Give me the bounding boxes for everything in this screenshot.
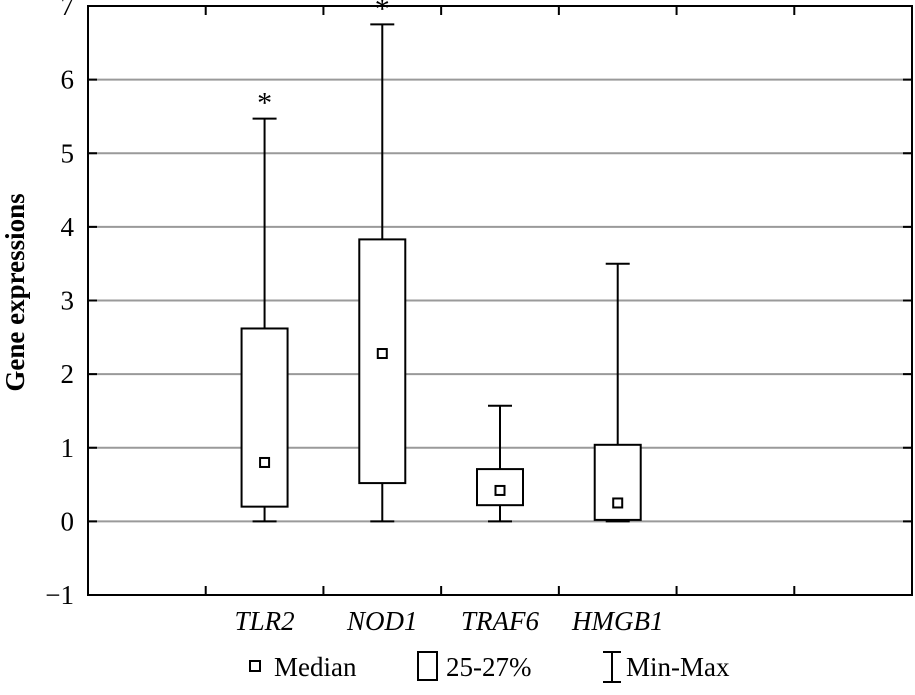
x-category-label: HMGB1: [571, 606, 663, 636]
y-tick-label: 7: [61, 0, 75, 21]
box-tlr2: *: [240, 87, 289, 523]
legend-label: Min-Max: [626, 652, 730, 682]
legend-item-median: Median: [249, 652, 357, 682]
significance-marker: *: [257, 87, 272, 120]
legend-median-symbol: [249, 660, 261, 672]
iqr-box: [240, 327, 289, 508]
box-nod1: *: [358, 0, 407, 523]
iqr-box: [593, 443, 642, 521]
grid-layer: [88, 78, 912, 523]
y-axis-title: Gene expressions: [0, 193, 30, 391]
box-hmgb1: [593, 262, 642, 523]
legend-item-box: 25-27%: [417, 651, 531, 682]
median-marker: [259, 456, 271, 468]
median-marker: [494, 484, 506, 496]
x-category-label: TLR2: [235, 606, 295, 636]
legend-box-symbol: [417, 651, 438, 681]
y-tick-label: 3: [61, 286, 75, 316]
y-tick-label: 4: [61, 212, 75, 242]
y-tick-label: 0: [61, 506, 75, 536]
y-tick-label: −1: [45, 580, 74, 610]
median-marker: [612, 497, 624, 509]
x-category-label: TRAF6: [461, 606, 539, 636]
iqr-box: [358, 238, 407, 485]
median-marker: [376, 348, 388, 360]
y-tick-label: 5: [61, 138, 75, 168]
y-tick-label: 6: [61, 65, 75, 95]
axis-layer: [87, 5, 913, 596]
significance-marker: *: [375, 0, 390, 25]
y-tick-label: 2: [61, 359, 75, 389]
box-traf6: [476, 404, 524, 523]
legend-label: 25-27%: [446, 652, 531, 682]
x-category-label: NOD1: [346, 606, 418, 636]
legend-label: Median: [274, 652, 357, 682]
legend-item-whisker: Min-Max: [603, 651, 730, 683]
legend: Median 25-27% Min-Max: [249, 651, 730, 683]
y-tick-label: 1: [61, 433, 75, 463]
box-layer: **: [240, 0, 642, 523]
label-layer: −1 0 1 2 3 4 5 6 7 Gene expressions TLR2 NOD1 TRAF6 H…: [0, 0, 663, 636]
